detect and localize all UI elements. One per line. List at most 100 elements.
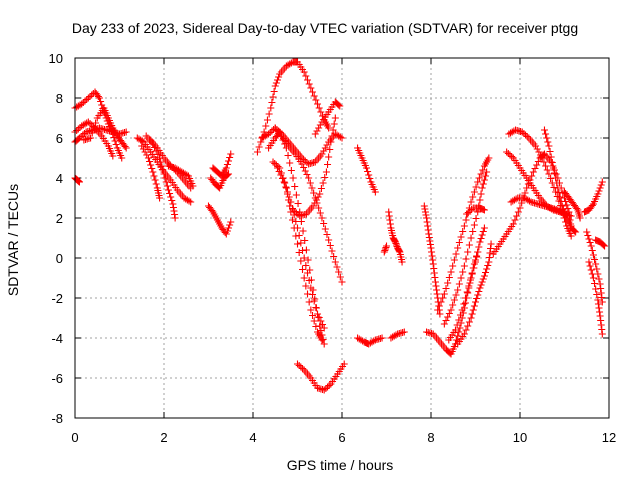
data-point	[557, 198, 565, 205]
data-point	[297, 363, 305, 371]
data-point	[599, 241, 607, 249]
data-point	[300, 164, 308, 171]
data-point	[301, 237, 309, 244]
data-point	[592, 285, 600, 293]
data-point	[591, 256, 599, 263]
tick-labels: 0 2 4 6 8 10 12 -8 -6 -4 -2 0 2 4 6 8 10	[49, 51, 617, 445]
plot-frame	[74, 57, 610, 419]
data-point	[189, 182, 197, 190]
x-tick-label: 8	[427, 430, 434, 445]
data-point	[426, 241, 434, 248]
data-point	[281, 179, 289, 187]
data-point	[300, 254, 308, 262]
data-point	[584, 232, 592, 239]
data-point	[378, 334, 386, 342]
data-point	[572, 228, 580, 236]
data-point	[282, 184, 290, 192]
data-point	[301, 167, 309, 175]
data-point	[95, 94, 103, 102]
data-point	[272, 161, 280, 169]
data-point	[121, 143, 129, 150]
data-point	[380, 248, 388, 256]
data-point	[454, 244, 462, 252]
data-point	[163, 182, 171, 190]
data-point	[516, 204, 524, 212]
data-point	[122, 128, 130, 136]
data-point	[74, 125, 82, 133]
data-point	[464, 289, 472, 297]
data-point	[305, 277, 313, 284]
data-point	[320, 220, 328, 227]
data-point	[320, 147, 328, 155]
data-point	[325, 153, 333, 161]
data-point	[548, 159, 556, 166]
data-point	[269, 158, 277, 166]
data-point	[545, 142, 553, 150]
data-point	[422, 211, 430, 219]
grid	[75, 58, 609, 418]
data-point	[487, 240, 495, 248]
data-point	[310, 189, 318, 197]
data-point	[271, 160, 279, 167]
data-point	[138, 137, 146, 145]
data-point	[86, 93, 94, 100]
data-point	[480, 272, 488, 280]
data-point	[326, 242, 334, 249]
data-point	[277, 171, 285, 179]
data-point	[524, 180, 532, 188]
data-point	[311, 130, 319, 138]
data-point	[474, 178, 482, 186]
data-point	[455, 280, 463, 288]
data-point	[79, 131, 87, 139]
data-point	[315, 104, 323, 112]
data-point	[316, 121, 324, 129]
data-point	[512, 195, 520, 203]
data-point	[556, 193, 564, 201]
data-point	[482, 269, 490, 276]
data-point	[597, 289, 605, 297]
data-point	[75, 134, 83, 142]
data-point	[288, 216, 296, 224]
x-tick-label: 12	[602, 430, 616, 445]
data-point	[478, 231, 486, 239]
data-point	[338, 134, 346, 142]
data-point	[383, 242, 390, 250]
data-point	[461, 294, 469, 302]
data-point	[466, 279, 474, 287]
data-point	[305, 174, 313, 182]
data-point	[364, 168, 372, 175]
data-point	[338, 278, 346, 286]
data-point	[314, 193, 322, 201]
data-point	[257, 138, 265, 146]
x-tick-label: 6	[338, 430, 345, 445]
data-point	[476, 196, 484, 204]
data-point	[307, 306, 315, 314]
data-point	[525, 197, 533, 205]
data-point	[321, 225, 329, 233]
data-point	[330, 253, 338, 260]
data-point	[467, 234, 475, 242]
data-point	[90, 124, 98, 132]
data-point	[444, 279, 452, 287]
data-point	[457, 274, 465, 282]
data-point	[316, 209, 324, 217]
data-point	[430, 269, 438, 277]
data-point	[468, 310, 476, 318]
data-point	[122, 144, 130, 152]
data-point	[433, 286, 441, 294]
data-point	[465, 241, 473, 249]
data-point	[598, 330, 606, 338]
data-point	[592, 260, 600, 268]
x-tick-label: 2	[160, 430, 167, 445]
x-axis-label: GPS time / hours	[287, 457, 394, 473]
data-point	[169, 204, 177, 211]
data-point	[316, 190, 324, 198]
data-point	[164, 186, 172, 194]
data-point	[462, 216, 470, 224]
data-point	[542, 130, 550, 138]
data-point	[294, 224, 301, 232]
data-point	[589, 251, 597, 259]
data-point	[445, 274, 453, 281]
data-point	[587, 242, 595, 250]
data-point	[306, 179, 314, 187]
